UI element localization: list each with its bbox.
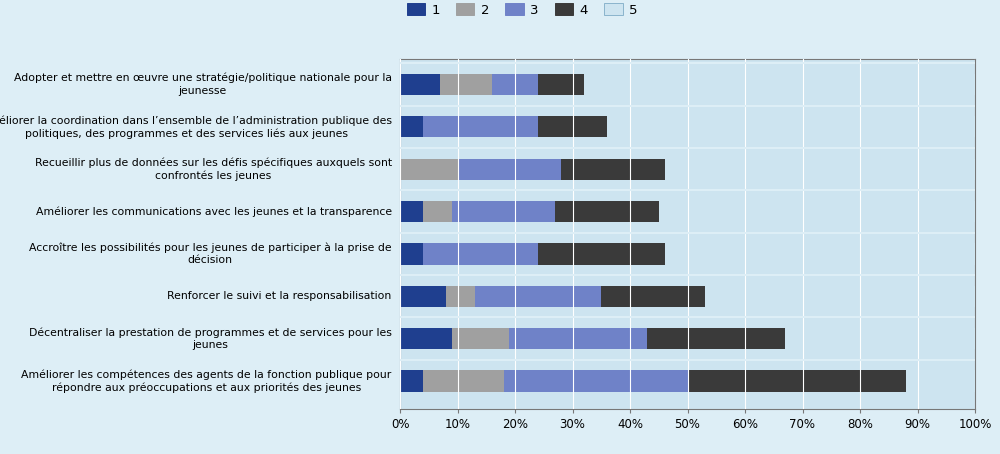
Bar (400, 158, 458, 180)
Bar (475, 286, 601, 307)
Bar (423, 370, 504, 392)
Bar (400, 370, 423, 392)
Bar (659, 201, 975, 222)
Bar (906, 370, 975, 392)
Bar (504, 370, 688, 392)
Bar (601, 286, 705, 307)
Bar (423, 116, 538, 138)
Bar (452, 201, 555, 222)
Bar (607, 116, 975, 138)
Bar (400, 201, 423, 222)
Bar (664, 243, 975, 265)
Bar (423, 201, 452, 222)
Bar (400, 74, 440, 95)
Bar (509, 328, 647, 349)
Legend: 1, 2, 3, 4, 5: 1, 2, 3, 4, 5 (407, 3, 638, 16)
Bar (561, 158, 664, 180)
Bar (440, 74, 492, 95)
Bar (705, 286, 975, 307)
Bar (452, 328, 509, 349)
Bar (400, 116, 423, 138)
Bar (400, 286, 446, 307)
Bar (647, 328, 785, 349)
Bar (664, 158, 975, 180)
Bar (538, 116, 607, 138)
Bar (446, 286, 475, 307)
Bar (785, 328, 975, 349)
Bar (584, 74, 975, 95)
Bar (423, 243, 538, 265)
Bar (538, 243, 664, 265)
Bar (458, 158, 561, 180)
Bar (538, 74, 584, 95)
Bar (555, 201, 659, 222)
Bar (400, 328, 452, 349)
Bar (492, 74, 538, 95)
Bar (400, 243, 423, 265)
Bar (688, 370, 906, 392)
